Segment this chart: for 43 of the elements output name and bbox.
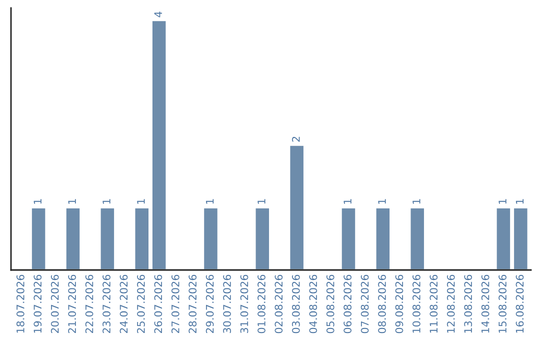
data-label: 1 — [68, 199, 76, 204]
data-label: 1 — [498, 199, 506, 204]
x-tick-label: 28.07.2026 — [188, 274, 197, 334]
x-tick-label: 15.08.2026 — [498, 274, 506, 333]
data-label: 2 — [292, 136, 300, 142]
x-tick-label: 06.08.2026 — [344, 274, 352, 334]
x-tick-label: 24.07.2026 — [120, 274, 128, 334]
x-tick-label: 07.08.2026 — [360, 274, 369, 334]
x-tick-label: 30.07.2026 — [223, 274, 231, 334]
data-label: 1 — [34, 199, 42, 204]
x-tick-label: 14.08.2026 — [481, 274, 490, 333]
x-tick-label: 12.08.2026 — [446, 274, 455, 333]
x-tick-label: 27.07.2026 — [171, 274, 180, 334]
data-label: 1 — [412, 199, 420, 204]
data-label: 1 — [258, 199, 266, 204]
x-tick-label: 02.08.2026 — [274, 274, 283, 334]
x-tick-label: 13.08.2026 — [464, 274, 472, 333]
data-label: 4 — [154, 12, 162, 18]
x-tick-label: 18.07.2026 — [16, 274, 24, 333]
data-label: 1 — [137, 199, 145, 204]
x-tick-label: 11.08.2026 — [430, 274, 438, 333]
x-tick-label: 09.08.2026 — [395, 274, 404, 334]
x-tick-label: 26.07.2026 — [154, 274, 162, 334]
data-label: 1 — [378, 199, 386, 204]
x-tick-label: 19.07.2026 — [34, 274, 42, 333]
x-tick-label: 20.07.2026 — [50, 274, 59, 334]
x-tick-label: 16.08.2026 — [516, 274, 524, 333]
x-tick-label: 05.08.2026 — [326, 274, 334, 334]
x-tick-label: 23.07.2026 — [102, 274, 110, 334]
x-tick-label: 01.08.2026 — [258, 274, 266, 334]
x-tick-label: 10.08.2026 — [412, 274, 420, 333]
data-label: 1 — [344, 199, 352, 204]
x-tick-label: 29.07.2026 — [206, 274, 214, 334]
data-label: 1 — [102, 199, 110, 204]
x-tick-label: 04.08.2026 — [309, 274, 318, 334]
x-tick-label: 25.07.2026 — [137, 274, 145, 334]
x-tick-label: 21.07.2026 — [68, 274, 76, 334]
data-label: 1 — [206, 199, 214, 204]
data-label: 1 — [516, 199, 524, 204]
x-tick-label: 22.07.2026 — [85, 274, 94, 334]
x-tick-label: 03.08.2026 — [292, 274, 300, 334]
x-tick-label: 31.07.2026 — [240, 274, 248, 334]
x-tick-label: 08.08.2026 — [378, 274, 386, 334]
